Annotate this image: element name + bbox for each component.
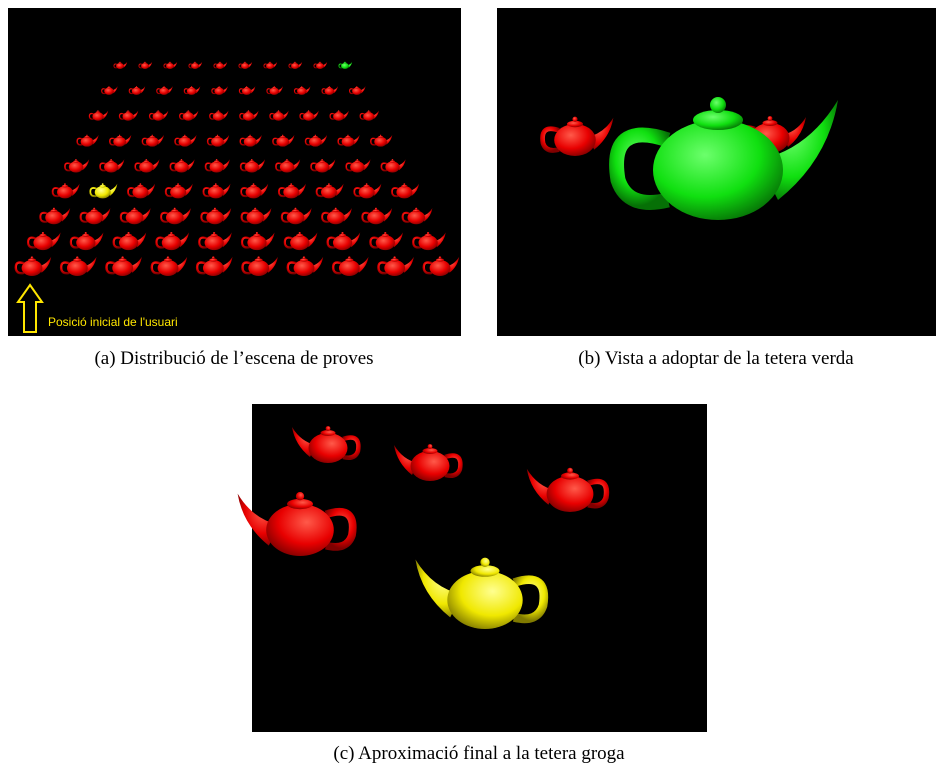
figure: Posició inicial de l'usuari (a) Distribu… [0,0,944,770]
caption: (a) Distribució de l’escena de proves [94,348,373,369]
annotation: Posició inicial de l'usuari [48,315,178,329]
page: Posició inicial de l'usuari (a) Distribu… [0,0,944,770]
caption: (b) Vista a adoptar de la tetera verda [578,348,854,369]
caption: (c) Aproximació final a la tetera groga [333,743,625,764]
